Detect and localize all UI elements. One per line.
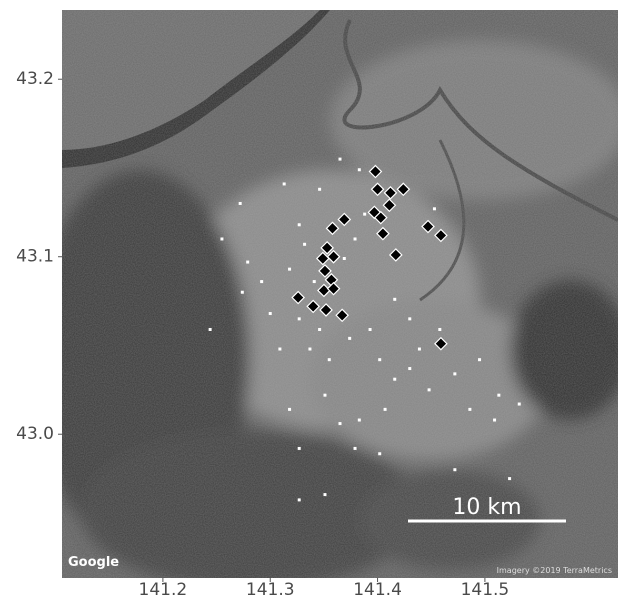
- point: [438, 328, 441, 331]
- point: [313, 280, 316, 283]
- point: [298, 317, 301, 320]
- x-tick-label: 141.4: [353, 580, 402, 598]
- point: [220, 237, 223, 240]
- point: [508, 477, 511, 480]
- point: [518, 403, 521, 406]
- point: [363, 213, 366, 216]
- point: [298, 223, 301, 226]
- point: [298, 498, 301, 501]
- point: [408, 317, 411, 320]
- point: [354, 237, 357, 240]
- point: [303, 243, 306, 246]
- y-tick-label: 43.0: [16, 424, 54, 444]
- attribution: Imagery ©2019 TerraMetrics: [497, 566, 612, 575]
- point: [323, 394, 326, 397]
- point: [478, 358, 481, 361]
- point: [378, 452, 381, 455]
- point: [393, 378, 396, 381]
- x-tick-label: 141.3: [246, 580, 295, 598]
- satellite-imagery: [30, 10, 630, 590]
- point: [408, 367, 411, 370]
- point: [358, 168, 361, 171]
- y-tick-label: 43.1: [16, 247, 54, 267]
- x-tick-label: 141.2: [139, 580, 188, 598]
- x-tick-label: 141.5: [461, 580, 510, 598]
- point: [318, 188, 321, 191]
- point: [339, 422, 342, 425]
- point: [260, 280, 263, 283]
- point: [323, 493, 326, 496]
- map-chart: 10 km Google Imagery ©2019 TerraMetrics …: [0, 0, 630, 598]
- point: [493, 419, 496, 422]
- point: [354, 447, 357, 450]
- point: [288, 268, 291, 271]
- point: [453, 372, 456, 375]
- point: [468, 408, 471, 411]
- scale-bar-label: 10 km: [452, 495, 521, 520]
- point: [288, 408, 291, 411]
- point: [283, 182, 286, 185]
- point: [453, 468, 456, 471]
- point: [298, 447, 301, 450]
- point: [339, 158, 342, 161]
- point: [239, 202, 242, 205]
- logo: Google: [68, 555, 119, 570]
- point: [433, 207, 436, 210]
- point: [384, 408, 387, 411]
- y-tick-label: 43.2: [16, 69, 54, 89]
- point: [378, 358, 381, 361]
- point: [241, 291, 244, 294]
- point: [428, 388, 431, 391]
- point: [348, 337, 351, 340]
- point: [328, 358, 331, 361]
- point: [393, 298, 396, 301]
- point: [246, 261, 249, 264]
- point: [308, 348, 311, 351]
- point: [278, 348, 281, 351]
- point: [369, 328, 372, 331]
- point: [358, 419, 361, 422]
- point: [343, 257, 346, 260]
- point: [418, 348, 421, 351]
- point: [269, 312, 272, 315]
- point: [497, 394, 500, 397]
- point: [209, 328, 212, 331]
- point: [318, 328, 321, 331]
